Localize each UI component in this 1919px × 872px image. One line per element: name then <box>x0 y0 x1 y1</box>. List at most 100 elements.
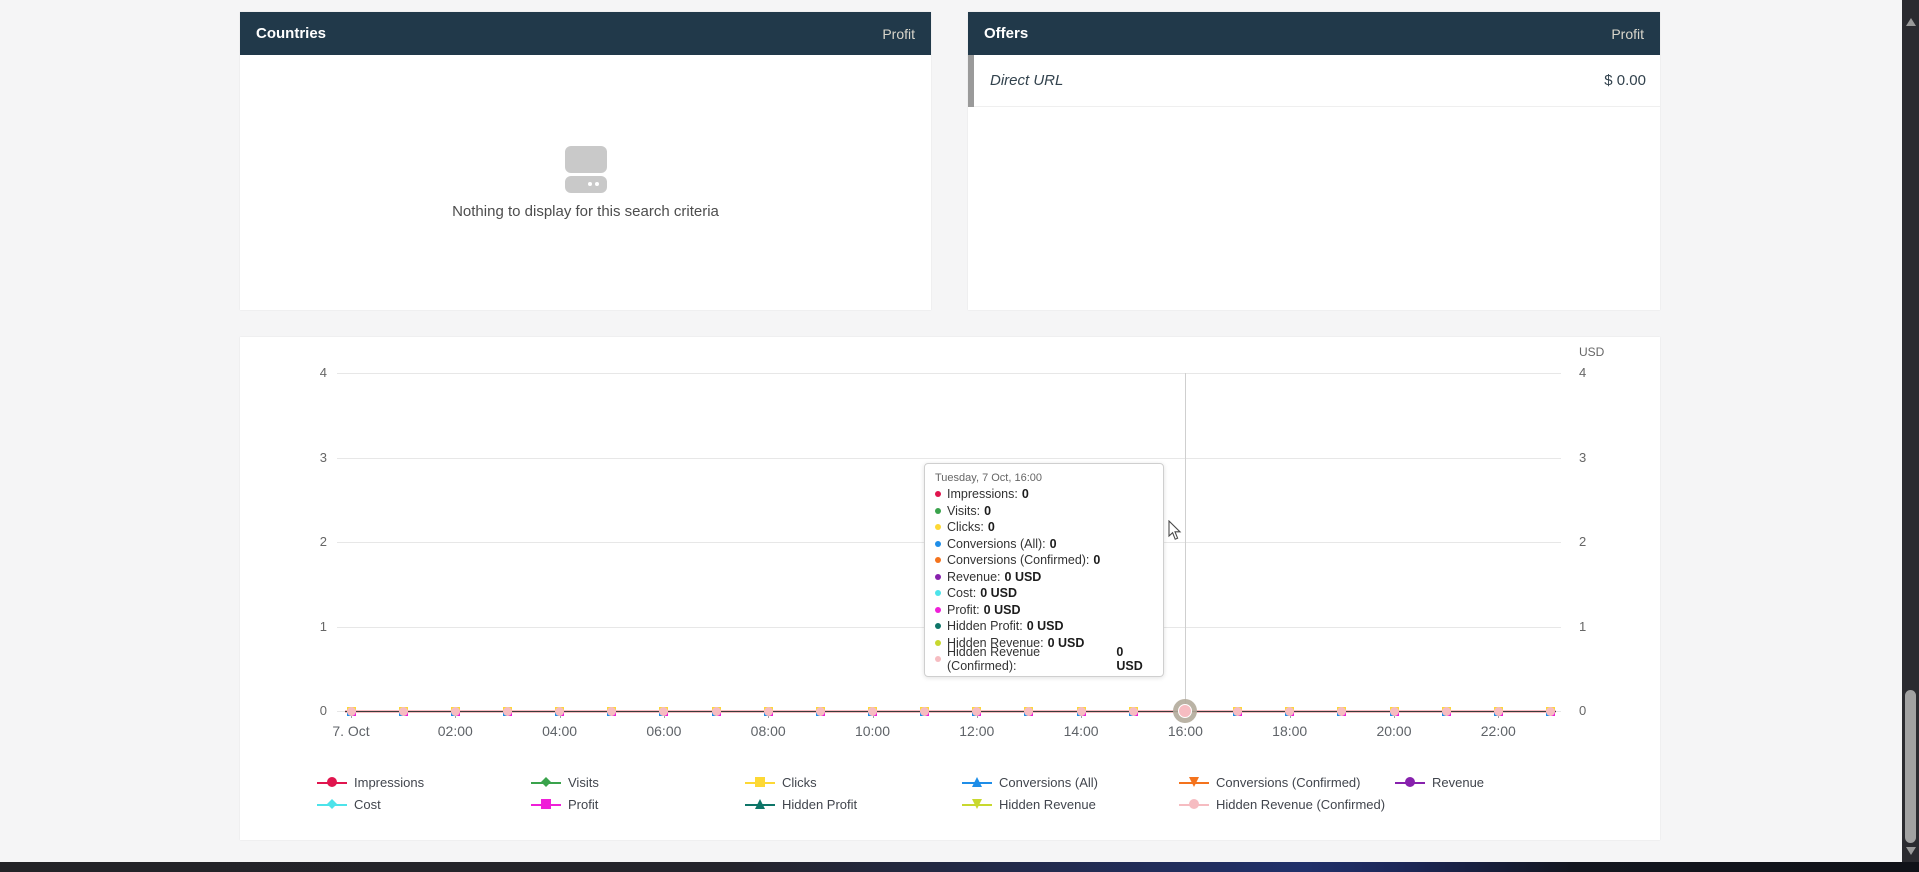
y-axis-label-right: 2 <box>1579 534 1587 549</box>
y-axis-label-left: 4 <box>319 365 327 380</box>
data-point[interactable] <box>658 706 669 717</box>
legend-item-conversions-all[interactable]: Conversions (All) <box>962 772 1098 792</box>
data-point[interactable] <box>919 706 930 717</box>
marker-hidden-revenue-confirmed <box>1441 706 1451 716</box>
data-point[interactable] <box>1493 706 1504 717</box>
legend-marker-circle-icon <box>1405 777 1415 787</box>
legend-marker-icon <box>745 777 775 788</box>
legend-marker-circle-icon <box>1189 799 1199 809</box>
data-point[interactable] <box>346 706 357 717</box>
tooltip-label: Cost: <box>947 586 977 601</box>
legend-item-revenue[interactable]: Revenue <box>1395 772 1484 792</box>
data-point[interactable] <box>502 706 513 717</box>
offer-row-accent-bar <box>968 55 974 107</box>
marker-hidden-revenue-confirmed <box>1076 706 1086 716</box>
legend-marker-circle-icon <box>327 777 337 787</box>
x-axis-label: 16:00 <box>1167 723 1203 739</box>
legend-marker-icon <box>317 799 347 810</box>
offers-metric-header: Profit <box>1611 25 1644 42</box>
legend-item-visits[interactable]: Visits <box>531 772 599 792</box>
data-point-hovered[interactable] <box>1173 699 1198 723</box>
legend-marker-diamond-icon <box>541 777 551 787</box>
legend-item-cost[interactable]: Cost <box>317 794 381 814</box>
data-point[interactable] <box>606 706 617 717</box>
scrollbar-thumb[interactable] <box>1905 690 1916 843</box>
legend-item-hidden-revenue-confirmed[interactable]: Hidden Revenue (Confirmed) <box>1179 794 1385 814</box>
tooltip-series-dot <box>935 524 941 531</box>
data-point[interactable] <box>1023 706 1034 717</box>
data-point[interactable] <box>711 706 722 717</box>
countries-panel: Countries Profit Nothing to display for … <box>240 12 931 310</box>
data-point[interactable] <box>554 706 565 717</box>
offer-profit-value: $ 0.00 <box>1604 72 1646 89</box>
scrollbar-up-arrow-icon[interactable] <box>1906 18 1916 26</box>
crosshair-line <box>1185 373 1187 711</box>
legend-label: Conversions (All) <box>999 774 1098 790</box>
tooltip-series-dot <box>935 507 941 514</box>
mouse-cursor-icon <box>1168 520 1182 540</box>
marker-hidden-revenue-confirmed <box>346 706 356 716</box>
data-point[interactable] <box>398 706 409 717</box>
no-data-icon <box>564 145 607 193</box>
legend-marker-diamond-icon <box>327 799 337 809</box>
data-point[interactable] <box>815 706 826 717</box>
tooltip-row: Conversions (Confirmed): 0 <box>935 552 1153 569</box>
x-axis-label: 14:00 <box>1063 723 1099 739</box>
marker-hidden-revenue-confirmed <box>1545 706 1555 716</box>
x-axis-label: 20:00 <box>1376 723 1412 739</box>
data-point[interactable] <box>971 706 982 717</box>
tooltip-label: Impressions: <box>947 487 1018 502</box>
tooltip-value: 0 <box>1049 536 1057 551</box>
marker-hidden-revenue-confirmed <box>1493 706 1503 716</box>
data-point[interactable] <box>867 706 878 717</box>
legend-item-hidden-profit[interactable]: Hidden Profit <box>745 794 857 814</box>
legend-marker-icon <box>1395 777 1425 788</box>
gridline <box>337 373 1561 374</box>
data-point[interactable] <box>1128 706 1139 717</box>
data-point[interactable] <box>1232 706 1243 717</box>
legend-marker-icon <box>531 799 561 810</box>
data-point[interactable] <box>1545 706 1556 717</box>
tooltip-label: Profit: <box>947 602 980 617</box>
data-point[interactable] <box>1389 706 1400 717</box>
countries-metric-header: Profit <box>882 25 915 42</box>
x-axis-label: 22:00 <box>1480 723 1516 739</box>
tooltip-label: Hidden Profit: <box>947 619 1023 634</box>
tooltip-row: Hidden Profit: 0 USD <box>935 618 1153 635</box>
tooltip-label: Conversions (All): <box>947 536 1046 551</box>
legend-item-hidden-revenue[interactable]: Hidden Revenue <box>962 794 1096 814</box>
data-point[interactable] <box>1284 706 1295 717</box>
marker-hidden-revenue-confirmed <box>1024 706 1034 716</box>
scrollbar-down-arrow-icon[interactable] <box>1906 847 1916 855</box>
data-point[interactable] <box>763 706 774 717</box>
data-point[interactable] <box>1441 706 1452 717</box>
tooltip-series-dot <box>935 557 941 564</box>
legend-item-clicks[interactable]: Clicks <box>745 772 817 792</box>
y-axis-label-right: 3 <box>1579 449 1587 465</box>
tooltip-row: Impressions: 0 <box>935 486 1153 503</box>
legend-marker-square-icon <box>755 777 765 787</box>
x-axis-label: 7. Oct <box>332 723 370 739</box>
countries-empty-state: Nothing to display for this search crite… <box>240 55 931 310</box>
data-point[interactable] <box>450 706 461 717</box>
tooltip-value: 0 <box>984 503 992 518</box>
marker-hidden-revenue-confirmed <box>972 706 982 716</box>
legend-item-impressions[interactable]: Impressions <box>317 772 424 792</box>
offers-panel-title: Offers <box>984 25 1029 42</box>
marker-hidden-revenue-confirmed <box>659 706 669 716</box>
y-axis-label-left: 0 <box>319 703 327 718</box>
marker-hidden-revenue-confirmed <box>815 706 825 716</box>
legend-item-profit[interactable]: Profit <box>531 794 598 814</box>
legend-label: Profit <box>568 796 599 812</box>
legend-label: Cost <box>354 796 381 812</box>
plot-area: USD Tuesday, 7 Oct, 16:00 Impressions: 0 V… <box>320 345 1605 739</box>
data-point[interactable] <box>1336 706 1347 717</box>
legend-item-conversions-confirmed[interactable]: Conversions (Confirmed) <box>1179 772 1361 792</box>
x-axis-label: 12:00 <box>959 723 995 739</box>
offers-rows: Direct URL $ 0.00 <box>968 55 1660 107</box>
tooltip-series-dot <box>935 491 941 498</box>
marker-hidden-revenue-confirmed <box>1337 706 1347 716</box>
data-point[interactable] <box>1076 706 1087 717</box>
offer-row[interactable]: Direct URL $ 0.00 <box>968 55 1660 107</box>
scrollbar-track[interactable] <box>1902 0 1919 862</box>
